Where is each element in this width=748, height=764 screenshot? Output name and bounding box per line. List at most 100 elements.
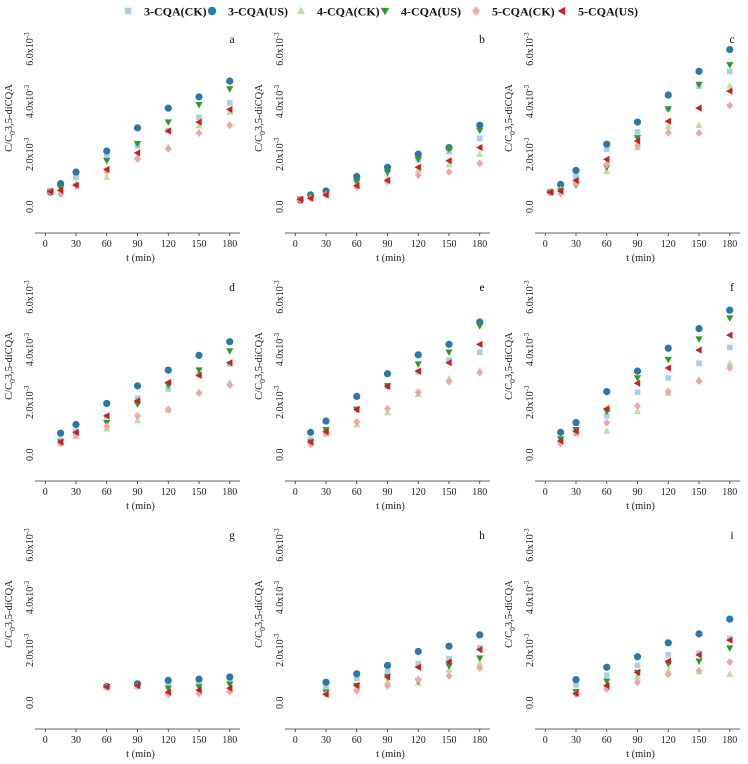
data-point [696, 360, 702, 367]
data-point [695, 377, 703, 386]
y-tick-label: 2.0x10-3 [23, 633, 36, 667]
y-axis-label: C/C03,5-diCQA [504, 580, 517, 648]
series-5-cqaus [572, 636, 733, 698]
data-point [195, 689, 203, 698]
x-tick-label: 90 [133, 735, 143, 746]
data-point [322, 417, 330, 425]
data-point [634, 389, 641, 395]
legend-label: 4-CQA(CK) [317, 5, 380, 19]
series-3-cqack [47, 100, 233, 194]
x-tick-label: 180 [222, 239, 237, 250]
data-point [695, 324, 703, 333]
x-axis-label: t (min) [376, 749, 405, 760]
y-axis-label-main: C/C [4, 383, 15, 400]
data-point [445, 642, 453, 650]
y-tick-exponent: -3 [523, 137, 531, 143]
data-point [476, 127, 484, 135]
series-5-cqaus [46, 105, 233, 196]
data-point [195, 129, 203, 138]
data-point [383, 677, 392, 685]
y-axis-label-rest: 3,5-diCQA [4, 580, 15, 627]
x-tick-label: 30 [71, 735, 81, 746]
y-tick-exponent: -3 [523, 385, 531, 391]
data-point [56, 438, 64, 446]
data-point [103, 173, 111, 180]
y-tick-label: 6.0x10-3 [523, 280, 536, 314]
y-axis-label-sub: 0 [8, 131, 17, 135]
data-point [195, 118, 202, 126]
y-tick-mantissa: 6.0x10 [275, 534, 286, 562]
data-point [476, 135, 483, 142]
y-tick-label: 0.0 [525, 200, 536, 213]
data-point [195, 686, 202, 694]
y-tick-label: 4.0x10-3 [273, 84, 286, 118]
data-point [57, 190, 65, 199]
legend-entry-3-cqaus: 3-CQA(US) [207, 5, 288, 19]
y-axis-label-sub: 0 [508, 627, 517, 631]
x-tick-label: 0 [293, 487, 298, 498]
data-point [695, 658, 703, 665]
panel-letter: b [479, 34, 485, 46]
series-3-cqaus [572, 615, 734, 684]
data-point [133, 416, 142, 424]
x-tick-label: 90 [633, 735, 643, 746]
x-tick-label: 90 [383, 239, 393, 250]
y-axis-label: C/C03,5-diCQA [504, 84, 517, 152]
data-point [102, 683, 110, 691]
y-tick-label: 0.0 [275, 200, 286, 213]
data-point [133, 140, 142, 148]
data-point [664, 356, 672, 364]
y-axis-label-main: C/C [254, 135, 265, 152]
series-4-cqack [307, 366, 484, 445]
data-point [103, 422, 111, 431]
y-tick-mantissa: 6.0x10 [25, 38, 36, 66]
series-4-cqaus [57, 348, 234, 446]
data-point [695, 104, 702, 112]
y-tick-mantissa: 2.0x10 [25, 391, 36, 419]
data-point [307, 440, 315, 449]
data-point [195, 102, 203, 109]
data-point [353, 392, 361, 400]
y-axis-label: C/C03,5-diCQA [504, 332, 517, 400]
y-axis-label-sub: 0 [258, 379, 267, 383]
data-point [164, 688, 171, 696]
data-point [603, 663, 611, 671]
data-point [353, 179, 361, 186]
y-tick-exponent: -3 [523, 580, 531, 586]
data-point [445, 671, 453, 680]
x-axis-label: t (min) [126, 749, 155, 760]
x-tick-label: 120 [161, 487, 176, 498]
data-point [353, 417, 361, 426]
data-point [225, 105, 233, 114]
data-point [695, 630, 703, 638]
data-point [603, 160, 611, 169]
x-tick-label: 60 [602, 239, 612, 250]
y-tick-mantissa: 4.0x10 [275, 587, 286, 615]
x-tick-label: 30 [571, 239, 581, 250]
y-tick-mantissa: 2.0x10 [275, 639, 286, 667]
data-point [573, 682, 579, 688]
data-point [323, 684, 329, 691]
data-point [164, 127, 171, 135]
data-point [664, 122, 672, 130]
x-tick-label: 0 [43, 239, 48, 250]
data-point [476, 631, 484, 639]
y-tick-mantissa: 2.0x10 [25, 639, 36, 667]
data-point [102, 165, 110, 173]
x-tick-label: 60 [102, 735, 112, 746]
y-axis-label-main: C/C [4, 135, 15, 152]
data-point [225, 359, 233, 367]
y-axis-label-main: C/C [254, 631, 265, 648]
x-tick-label: 150 [692, 735, 707, 746]
y-tick-exponent: -3 [23, 580, 31, 586]
x-tick-label: 180 [222, 487, 237, 498]
y-axis-label-main: C/C [504, 631, 515, 648]
y-tick-label: 2.0x10-3 [523, 633, 536, 667]
x-tick-label: 150 [192, 735, 207, 746]
data-point [72, 428, 79, 436]
data-point [133, 682, 141, 690]
